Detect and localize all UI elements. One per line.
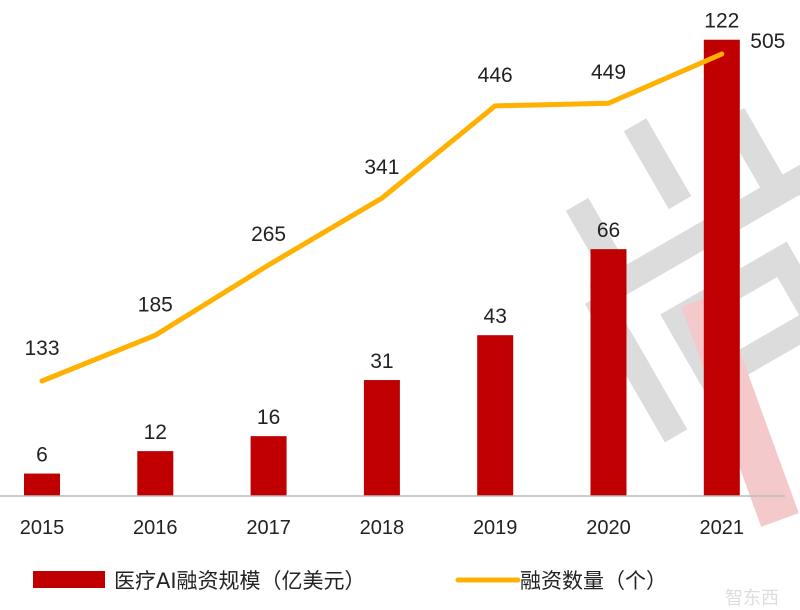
line-path — [39, 51, 725, 384]
line-label-2018: 341 — [364, 156, 399, 179]
bar-label-2017: 16 — [257, 406, 280, 429]
line-label-2020: 449 — [591, 61, 626, 84]
x-tick-2015: 2015 — [20, 517, 65, 539]
line-label-2019: 446 — [478, 64, 513, 87]
bar-label-2016: 12 — [144, 421, 167, 444]
line-label-2016: 185 — [138, 293, 173, 316]
bar-label-2021: 122 — [704, 10, 739, 33]
x-tick-2017: 2017 — [246, 517, 291, 539]
bar-label-2015: 6 — [36, 444, 48, 467]
legend-swatch-bar — [33, 571, 105, 588]
data-labels: 6 12 16 31 43 66 122 133 185 265 341 446 449 505 — [24, 10, 785, 467]
bar-2018 — [363, 380, 400, 496]
legend-label-line: 融资数量（个） — [520, 569, 667, 593]
x-tick-2020: 2020 — [586, 517, 631, 539]
legend: 医疗AI融资规模（亿美元） 融资数量（个） — [33, 569, 667, 593]
bars — [24, 39, 740, 496]
bar-2020 — [590, 249, 627, 496]
bar-label-2020: 66 — [597, 219, 620, 242]
line-series — [39, 51, 725, 384]
bar-2021 — [703, 39, 740, 496]
x-tick-2019: 2019 — [473, 517, 518, 539]
line-label-2017: 265 — [251, 223, 286, 246]
bar-label-2019: 43 — [484, 305, 507, 328]
watermark-glyph — [565, 107, 800, 443]
line-label-2015: 133 — [24, 337, 59, 360]
legend-label-bar: 医疗AI融资规模（亿美元） — [114, 569, 366, 593]
bar-2015 — [24, 473, 60, 496]
watermark — [565, 107, 800, 527]
x-tick-2021: 2021 — [700, 517, 745, 539]
x-ticks: 2015 2016 2017 2018 2019 2020 2021 — [20, 517, 744, 539]
bar-2017 — [250, 436, 287, 496]
line-label-2021: 505 — [750, 30, 785, 53]
corner-logo: 智东西 — [725, 588, 779, 608]
x-tick-2018: 2018 — [360, 517, 405, 539]
x-tick-2016: 2016 — [133, 517, 178, 539]
bar-label-2018: 31 — [370, 350, 393, 373]
bar-2019 — [477, 335, 514, 496]
bar-2016 — [137, 451, 174, 496]
